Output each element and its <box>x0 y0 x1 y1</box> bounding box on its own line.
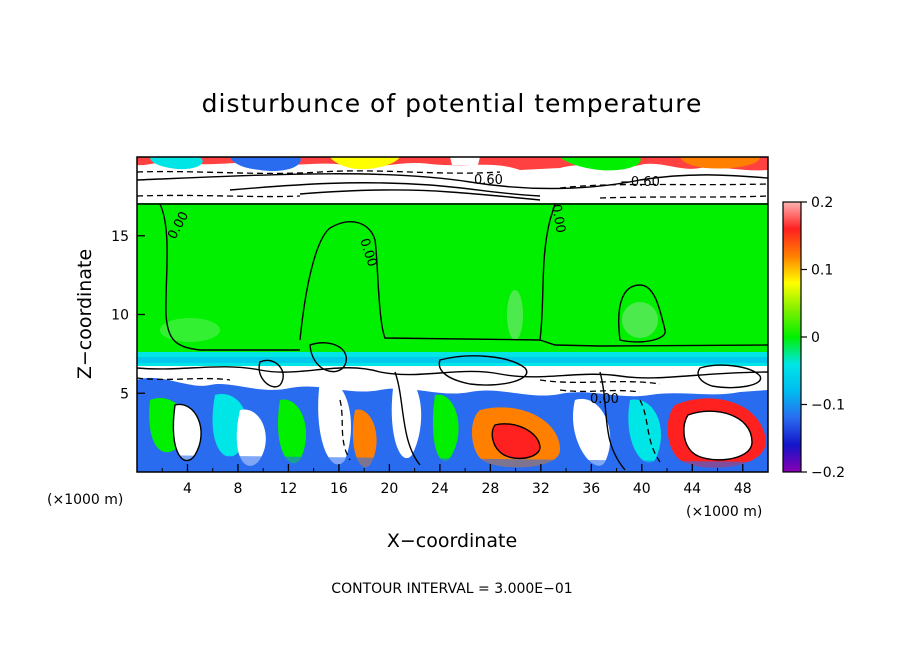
field-lower-white-5 <box>572 398 611 466</box>
contour-zero-bubble <box>618 284 666 343</box>
contour-top-2 <box>229 182 541 197</box>
field-green-patch-2 <box>507 290 523 340</box>
field-lower-cyan-2 <box>628 399 661 463</box>
contour-interval-note: CONTOUR INTERVAL = 3.000E−01 <box>331 581 572 597</box>
contour-eddy-2 <box>309 342 348 373</box>
field-bottom-strip <box>137 455 768 472</box>
contour-zero-right <box>539 339 768 347</box>
contour-lines <box>137 173 768 471</box>
y-tick-label: 15 <box>111 229 129 245</box>
field-lower-green-3 <box>432 394 459 461</box>
heatmap-field <box>137 157 768 472</box>
y-tick-label: 5 <box>120 386 129 402</box>
colorbar-tick-label: −0.1 <box>811 398 845 414</box>
contour-neg-lower-4 <box>339 399 351 461</box>
contour-eddy-3 <box>438 355 528 386</box>
contour-zero-middle <box>299 203 556 341</box>
x-tick-label: 4 <box>183 481 192 497</box>
contour-label-4: 0.60 <box>474 173 503 188</box>
contour-zero-left <box>159 203 300 351</box>
x-tick-label: 20 <box>380 481 398 497</box>
field-top-yellow <box>330 157 400 170</box>
y-tick-label: 10 <box>111 308 129 324</box>
contour-neg-top-3 <box>137 194 301 198</box>
colorbar-tick-label: 0.2 <box>811 195 833 211</box>
contour-lower-4 <box>172 403 202 462</box>
x-tick-label: 32 <box>532 481 550 497</box>
contour-neg-top-1 <box>137 170 501 175</box>
contour-neg-lower-1 <box>137 377 231 381</box>
field-top-orange <box>680 157 760 169</box>
x-tick-label: 44 <box>683 481 701 497</box>
field-green-patch-1 <box>160 318 220 342</box>
x-units-right: (×1000 m) <box>686 504 762 520</box>
x-tick-label: 12 <box>280 481 298 497</box>
y-axis-ticks: 5 10 15 <box>111 229 145 402</box>
chart-title: disturbunce of potential temperature <box>202 89 703 118</box>
field-top-green <box>560 157 641 171</box>
colorbar <box>782 201 802 473</box>
x-units-left: (×1000 m) <box>47 492 123 508</box>
field-lower-red-1 <box>492 423 540 459</box>
x-tick-label: 24 <box>431 481 449 497</box>
x-axis-label: X−coordinate <box>387 530 517 552</box>
contour-lines-negative <box>137 170 768 463</box>
field-cyan-band-inner <box>137 357 768 363</box>
contour-neg-lower-5 <box>639 399 661 463</box>
y-axis-label: Z−coordinate <box>74 249 96 379</box>
contour-eddy-4 <box>697 364 762 389</box>
contour-top-3 <box>299 189 541 201</box>
x-tick-label: 28 <box>481 481 499 497</box>
x-tick-label: 36 <box>582 481 600 497</box>
x-tick-label: 16 <box>330 481 348 497</box>
x-tick-label: 48 <box>734 481 752 497</box>
field-top-cool-2 <box>230 157 301 172</box>
contour-neg-lower-2 <box>539 379 661 385</box>
contour-eddy-1 <box>258 359 284 388</box>
field-green-patch-3 <box>622 302 658 338</box>
contour-label-3: 0.00 <box>548 203 568 234</box>
field-lower-white-2 <box>236 409 266 466</box>
colorbar-ticks: 0.2 0.1 0 −0.1 −0.2 <box>801 195 845 481</box>
x-tick-label: 8 <box>233 481 242 497</box>
x-tick-label: 40 <box>633 481 651 497</box>
field-lower-green-2 <box>278 399 307 464</box>
colorbar-tick-label: 0 <box>811 330 820 346</box>
contour-neg-top-4 <box>599 195 768 199</box>
field-top-white <box>450 157 480 165</box>
field-lower-white-6 <box>683 411 752 460</box>
contour-lower-6 <box>491 423 541 459</box>
field-lower-orange-1 <box>352 409 377 468</box>
field-lower-white-1 <box>173 404 202 461</box>
contour-lower-3 <box>599 371 626 471</box>
field-lower-white-3 <box>318 379 351 465</box>
contour-lower-2 <box>394 371 421 466</box>
contour-top-1 <box>137 173 768 190</box>
contour-lower-1 <box>137 366 768 379</box>
contour-neg-lower-3 <box>559 389 641 393</box>
field-lower-white-4 <box>391 374 422 459</box>
colorbar-tick-label: 0.1 <box>811 263 833 279</box>
field-top-cool-1 <box>150 157 203 170</box>
contour-label-5: −0.60 <box>620 175 660 190</box>
contour-lower-5 <box>683 410 753 461</box>
x-axis-ticks: 4 8 12 16 20 24 28 32 36 40 44 48 <box>161 464 752 497</box>
contour-label-7: 0.00 <box>590 392 619 407</box>
colorbar-tick-label: −0.2 <box>811 465 845 481</box>
